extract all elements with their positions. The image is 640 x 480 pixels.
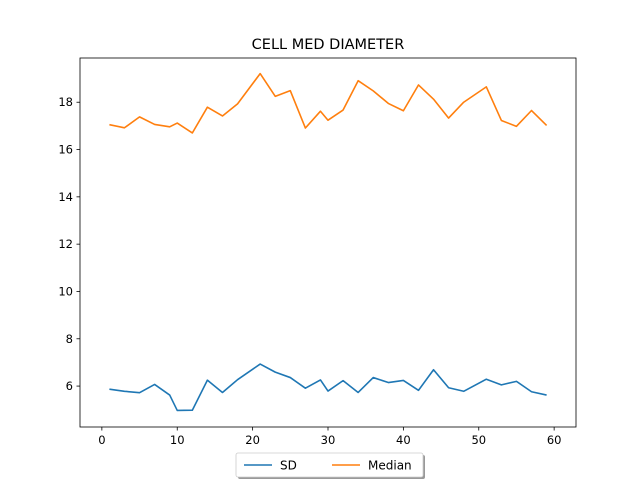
legend: SD Median [235,452,425,479]
x-tick-label: 50 [471,433,486,447]
x-tick-label: 0 [98,433,105,447]
y-tick-label: 16 [58,143,73,157]
legend-label-sd: SD [280,459,297,473]
series-line-sd [109,363,547,412]
chart-title: CELL MED DIAMETER [252,37,405,53]
x-tick-label: 10 [170,433,185,447]
y-tick-label: 14 [58,190,73,204]
legend-box [235,452,424,478]
legend-label-median: Median [368,459,412,473]
x-tick-label: 20 [245,433,260,447]
y-tick-label: 8 [66,332,73,346]
y-tick-label: 6 [66,379,73,393]
y-tick-label: 10 [58,284,73,298]
plot-series [109,72,548,412]
y-tick-label: 18 [58,95,73,109]
plot-frame [79,57,577,428]
y-tick-label: 12 [58,237,73,251]
series-line-median [109,72,548,134]
x-tick-label: 40 [396,433,411,447]
x-tick-label: 30 [321,433,336,447]
x-axis: 0 10 20 30 40 50 60 [98,427,561,447]
x-tick-label: 60 [547,433,562,447]
y-axis: 6 8 10 12 14 16 18 [58,95,80,393]
